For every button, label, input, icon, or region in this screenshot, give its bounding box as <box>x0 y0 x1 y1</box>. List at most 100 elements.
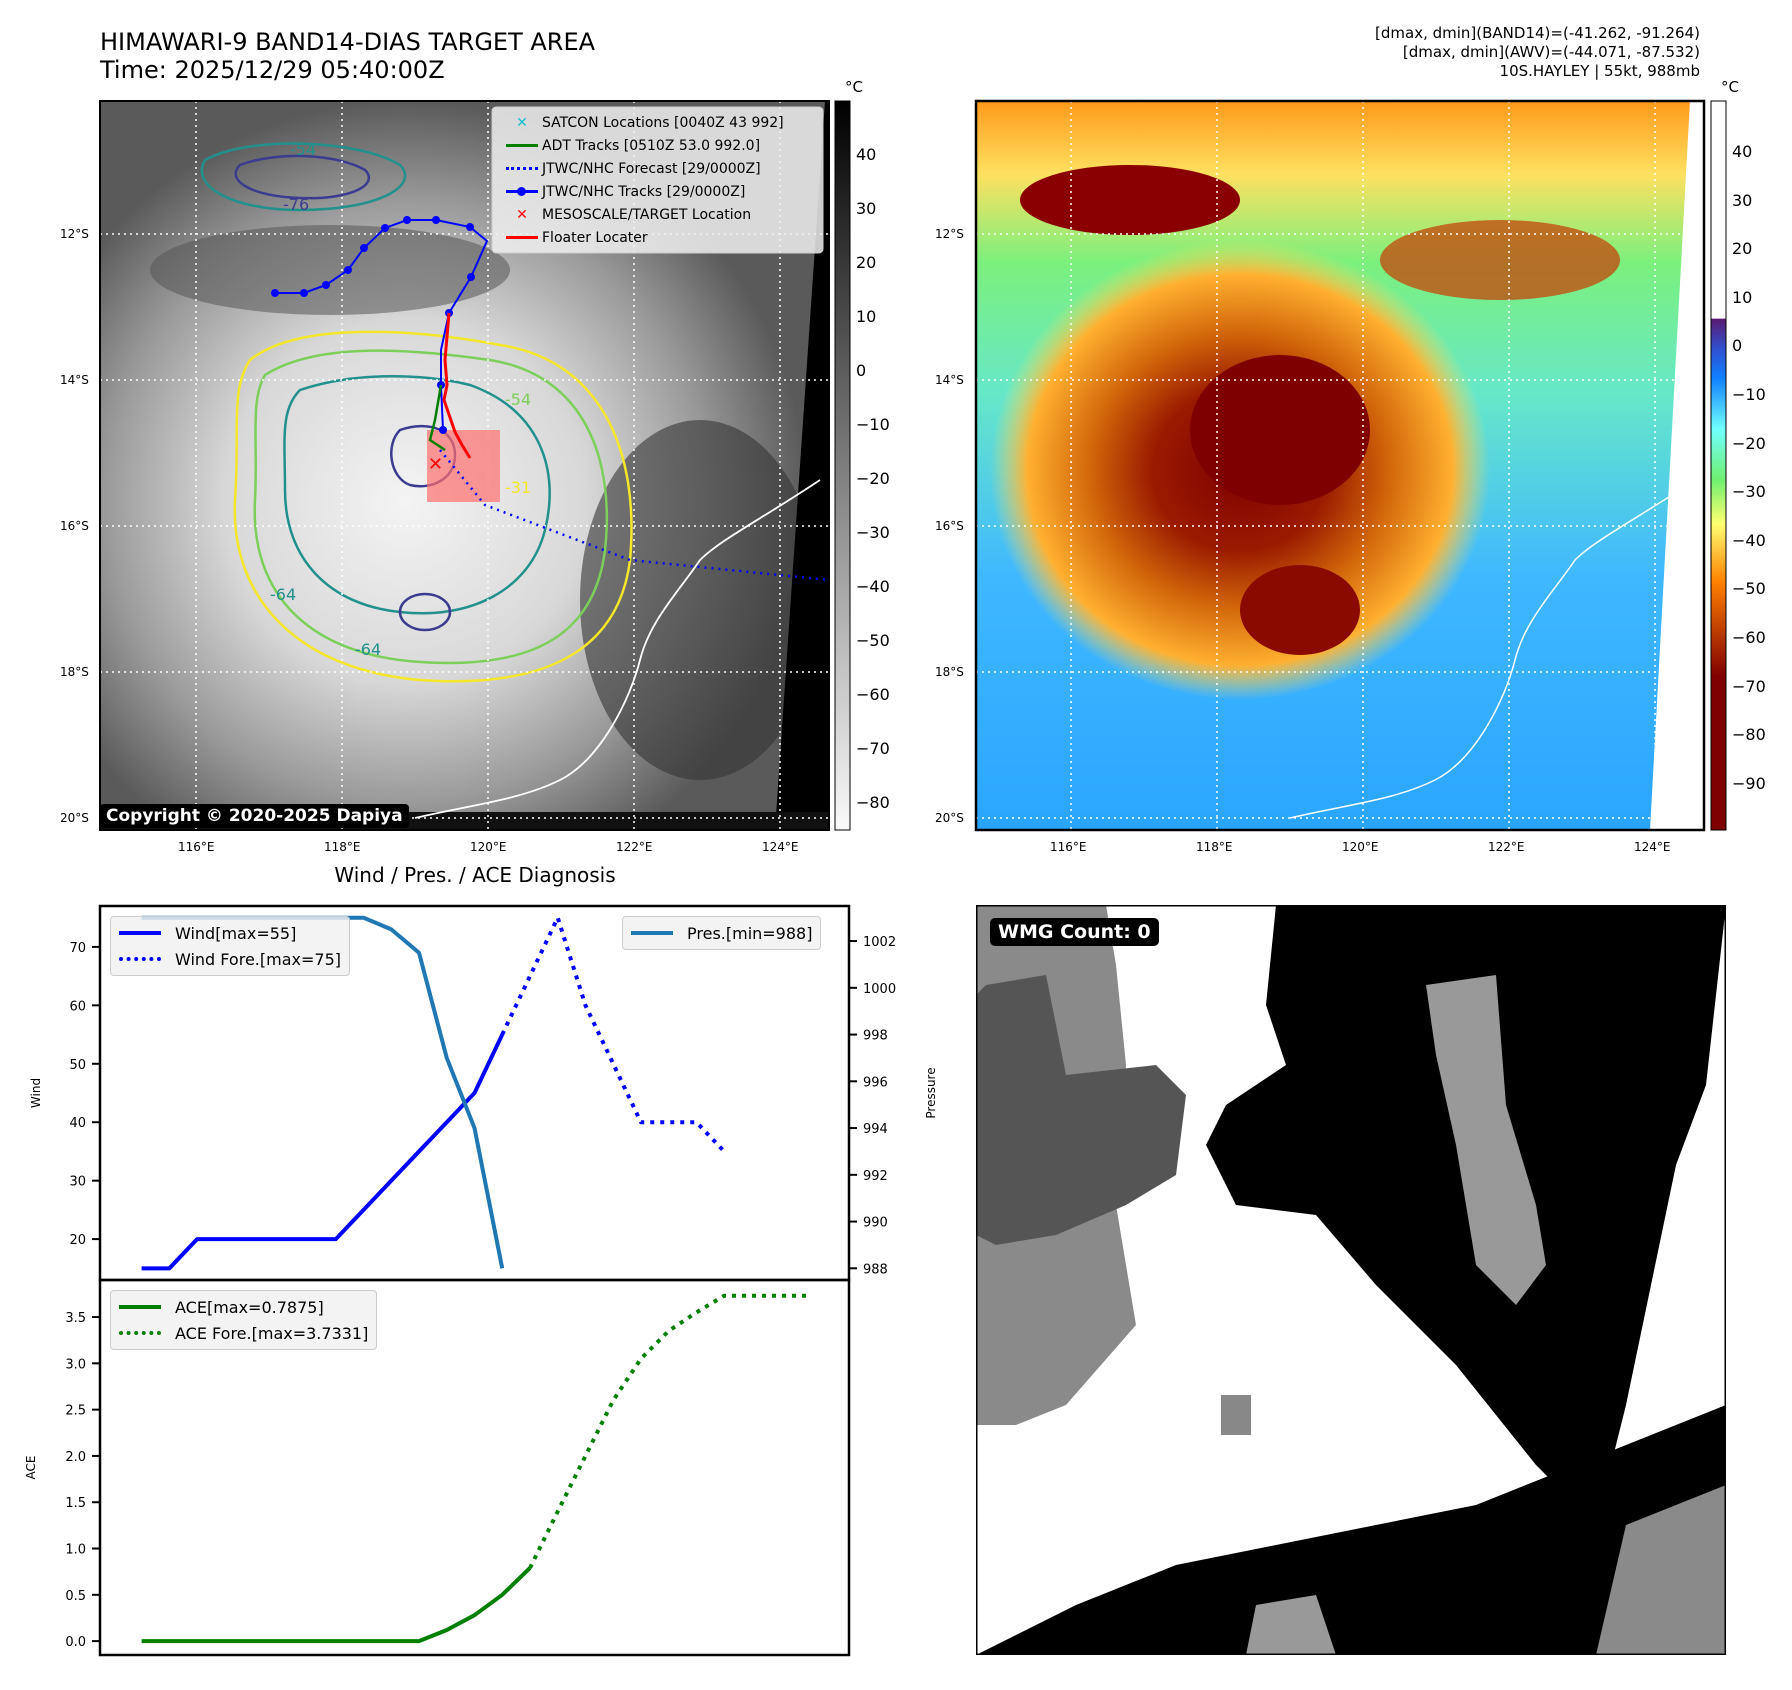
legend-label: Pres.[min=988] <box>687 923 813 943</box>
lon-label: 124°E <box>762 840 799 854</box>
legend-label: ACE[max=0.7875] <box>175 1297 324 1317</box>
solid-line-icon <box>631 931 673 935</box>
contour-purple-south <box>398 592 452 632</box>
left-map-panel: ✕ <box>99 100 851 831</box>
right-map-gridlines <box>976 101 1704 830</box>
colorbar-unit: °C <box>1721 78 1739 96</box>
lon-label: 122°E <box>616 840 653 854</box>
no-data-wedge <box>775 101 829 830</box>
dotted-line-icon <box>502 167 542 170</box>
y-tick-label: 70 <box>69 941 86 956</box>
colorbar-tick-label: 20 <box>856 253 877 272</box>
figure-title: HIMAWARI-9 BAND14-DIAS TARGET AREA Time:… <box>100 28 595 84</box>
cold-band-north <box>1020 165 1240 235</box>
stats-band14: [dmax, dmin](BAND14)=(-41.262, -91.264) <box>1375 24 1700 42</box>
dark-cloud-region-2 <box>580 420 820 780</box>
lat-label: 20°S <box>935 811 964 825</box>
wmg-black-region-south <box>976 1405 1726 1655</box>
lat-label: 16°S <box>935 519 964 533</box>
legend-label: ACE Fore.[max=3.7331] <box>175 1323 369 1343</box>
diagnosis-title: Wind / Pres. / ACE Diagnosis <box>334 863 616 887</box>
y2-tick-label: 992 <box>863 1169 888 1184</box>
solid-line-icon <box>119 1305 161 1309</box>
wmg-gray-region-se <box>1596 1485 1726 1655</box>
colorbar-tick-label: 30 <box>856 199 877 218</box>
stats-awv: [dmax, dmin](AWV)=(-44.071, -87.532) <box>1402 43 1700 61</box>
floater-locater-track <box>442 312 472 459</box>
colorbar-tick-label: −50 <box>856 631 890 650</box>
colorbar-tick-label: 10 <box>1732 287 1753 307</box>
right-coastline <box>1289 479 1696 819</box>
y-tick-label: 50 <box>69 1058 86 1073</box>
lon-label: 120°E <box>470 840 507 854</box>
stats-block: [dmax, dmin](BAND14)=(-41.262, -91.264) … <box>1375 24 1700 81</box>
ace-forecast-line <box>528 1293 808 1569</box>
ace-chart-frame <box>98 1278 851 1657</box>
legend-label: ADT Tracks [0510Z 53.0 992.0] <box>542 137 761 154</box>
y-tick-label: 20 <box>69 1233 86 1248</box>
legend-label: Floater Locater <box>542 229 648 246</box>
colorbar-tick-label: −40 <box>856 577 890 596</box>
colorbar-tick-label: 0 <box>856 361 867 380</box>
title-line-2: Time: 2025/12/29 05:40:00Z <box>100 56 445 84</box>
storm-core <box>1190 355 1370 505</box>
contour-green <box>253 349 609 665</box>
wmg-gray-cross <box>1221 1395 1251 1435</box>
legend-entry-pressure: Pres.[min=988] <box>631 920 812 946</box>
legend-entry-floater: Floater Locater <box>502 226 822 249</box>
left-map-legend <box>491 106 824 254</box>
lat-label: 16°S <box>60 519 89 533</box>
target-area-box <box>427 430 500 502</box>
y-tick-label: 2.0 <box>65 1450 86 1465</box>
lon-label: 118°E <box>1196 840 1233 854</box>
left-legend-entries: ✕ SATCON Locations [0040Z 43 992] ADT Tr… <box>502 111 822 249</box>
lat-label: 14°S <box>60 373 89 387</box>
y-tick-label: 1.0 <box>65 1543 86 1558</box>
colorbar-unit: °C <box>845 78 863 96</box>
legend-entry-satcon: ✕ SATCON Locations [0040Z 43 992] <box>502 111 822 134</box>
y-tick-label: 0.0 <box>65 1635 86 1650</box>
legend-label: MESOSCALE/TARGET Location <box>542 206 752 223</box>
colorbar-tick-label: −80 <box>856 793 890 812</box>
lat-label: 20°S <box>60 811 89 825</box>
solid-line-icon <box>502 236 542 239</box>
wind-line <box>141 1033 505 1271</box>
colorbar-tick-label: −10 <box>856 415 890 434</box>
dark-cloud-region <box>150 225 510 315</box>
y-axis-label: Wind <box>29 1078 43 1108</box>
lon-label: 120°E <box>1342 840 1379 854</box>
contour-label: -76 <box>283 195 310 214</box>
cold-band-northeast <box>1380 220 1620 300</box>
lon-label: 122°E <box>1488 840 1525 854</box>
colorbar-tick-label: −70 <box>856 739 890 758</box>
contour-purple-north <box>234 154 371 200</box>
y2-tick-label: 994 <box>863 1122 888 1137</box>
y-tick-label: 2.5 <box>65 1404 86 1419</box>
legend-entry-wind: Wind[max=55] <box>119 920 341 946</box>
right-colorbar-ticks: 40 30 20 10 0 −10 −20 −30 −40 −50 −60 −70 −80 −90 <box>1732 101 1782 830</box>
legend-entry-tracks: JTWC/NHC Tracks [29/0000Z] <box>502 180 822 203</box>
colorbar-tick-label: −10 <box>1732 385 1766 404</box>
colorbar-tick-label: 20 <box>1732 239 1753 259</box>
lon-label: 118°E <box>324 840 361 854</box>
copyright-badge: Copyright © 2020-2025 Dapiya <box>100 804 409 828</box>
adt-track <box>428 384 446 452</box>
solid-line-icon <box>119 931 161 935</box>
jtwc-forecast-track <box>439 449 830 582</box>
solid-line-icon <box>502 144 542 147</box>
lat-label: 12°S <box>60 227 89 241</box>
legend-entry-wind-forecast: Wind Fore.[max=75] <box>119 946 341 972</box>
ace-line <box>141 1566 532 1644</box>
storm-info: 10S.HAYLEY | 55kt, 988mb <box>1499 62 1700 80</box>
y2-tick-label: 996 <box>863 1075 888 1090</box>
dotted-line-icon <box>119 1331 161 1335</box>
legend-entry-ace-forecast: ACE Fore.[max=3.7331] <box>119 1320 368 1346</box>
jtwc-track-points <box>271 216 475 434</box>
colorbar-tick-label: −30 <box>1732 482 1766 502</box>
wmg-dark-region-west <box>976 975 1186 1245</box>
pressure-legend: Pres.[min=988] <box>622 916 822 950</box>
lat-label: 14°S <box>935 373 964 387</box>
legend-label: JTWC/NHC Forecast [29/0000Z] <box>542 160 761 177</box>
colorbar-tick-label: 40 <box>856 145 877 164</box>
legend-entry-ace: ACE[max=0.7875] <box>119 1294 368 1320</box>
